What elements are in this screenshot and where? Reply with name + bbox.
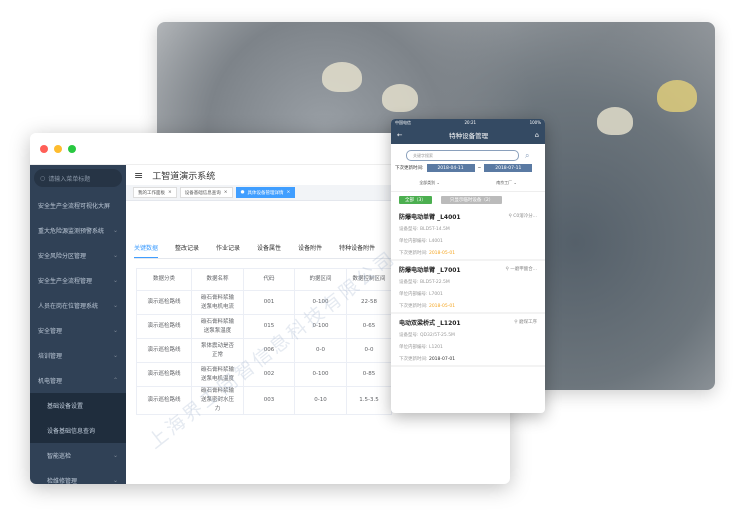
date-from[interactable]: 2018-04-11 [426,164,475,172]
search-icon[interactable]: ⌕ [525,150,530,160]
sidebar: ○ 请输入菜单标题 安全生产全流程可视化大屏 重大危险源监测预警系统 ⌄ 安全风险分区管… [30,165,126,484]
table-cell: 碳石膏料浆输送泵电机温度 [191,362,244,387]
tab-rectification[interactable]: 整改记录 [175,245,200,252]
table-cell: 0-100 [294,314,347,339]
page-title: 工智道演示系统 [152,171,216,182]
table-cell: 003 [243,386,295,415]
search-icon: ○ [40,174,46,182]
mobile-screen: 中国电信 20:21 100% ← 特种设备管理 ⌂ 关键字搜索 ⌕ 下次更新时间: 20… [391,119,545,413]
maximize-dot[interactable] [68,145,76,153]
hamburger-icon[interactable]: ≡ [134,168,144,182]
table-cell: 演示巡检路线 [136,314,192,339]
all-button[interactable]: 全部（3） [399,196,432,204]
column-header: 数据控制区间 [346,268,392,291]
home-icon[interactable]: ⌂ [534,131,539,139]
tab-work-records[interactable]: 作业记录 [216,245,241,252]
sidebar-item[interactable]: 机电管理 ⌃ [38,377,118,385]
sidebar-item[interactable]: 检维修管理 ⌄ [47,477,118,484]
table-cell: 015 [243,314,295,339]
chevron-down-icon: ⌄ [112,327,118,334]
temporary-filter-button[interactable]: 只显示临时设备（2） [440,196,503,204]
sidebar-item[interactable]: 重大危险源监测预警系统 ⌄ [38,227,118,235]
device-card[interactable]: 防爆电动单臂 _L4001 ⚲ C0溶冷分... 设备型号: BLD5T-14.… [391,208,545,261]
tab-attachments[interactable]: 设备附件 [298,245,323,252]
table-cell: 0-0 [346,338,392,363]
table-row: 演示巡检路线 碳石膏料浆输送泵电机电流 001 0-100 22-58 [136,290,392,315]
main-area: ≡ 工智道演示系统 我的工作面板 × 设备基础信息查询 × ● 具体设备管理详情 × 关… [126,165,510,484]
column-header: 的据区间 [294,268,347,291]
column-header: 数据名称 [191,268,244,291]
chevron-down-icon: ⌄ [112,352,118,359]
chevron-down-icon: ⌄ [112,277,118,284]
mobile-search-input[interactable]: 关键字搜索 [406,150,519,161]
table-cell: 泵体震动是否正常 [191,338,244,363]
tab-key-data[interactable]: 关键数据 [134,239,159,258]
table-cell: 0-65 [346,314,392,339]
sidebar-item[interactable]: 设备基础信息查询 [30,418,126,443]
chevron-down-icon: ⌄ [112,452,118,459]
table-cell: 演示巡检路线 [136,290,192,315]
tag-device-detail[interactable]: ● 具体设备管理详情 × [235,187,296,198]
tag-workbench[interactable]: 我的工作面板 × [133,187,177,198]
table-cell: 演示巡检路线 [136,362,192,387]
table-cell: 0-10 [294,386,347,415]
location-pin-icon: ⚲ [508,214,512,219]
table-cell: 22-58 [346,290,392,315]
key-data-table: 数据分类 数据名称 代码 的据区间 数据控制区间 演示巡检路线 碳石膏料浆输送泵电机电流 0… [136,268,392,415]
tab-special-attachments[interactable]: 特种设备附件 [339,245,376,252]
minimize-dot[interactable] [54,145,62,153]
table-cell: 0-100 [294,362,347,387]
factory-filter[interactable]: 南京工厂 ⌄ [496,180,517,185]
close-dot[interactable] [40,145,48,153]
table-cell: 碳石膏料浆输送泵电机电流 [191,290,244,315]
table-cell: 001 [243,290,295,315]
table-cell: 0-85 [346,362,392,387]
location-pin-icon: ⚲ [505,267,509,272]
sidebar-item[interactable]: 安全生产全流程管理 ⌄ [38,277,118,285]
table-row: 演示巡检路线 碳石膏料浆输送泵泵温度 015 0-100 0-65 [136,314,392,339]
sidebar-item[interactable]: 安全管理 ⌄ [38,327,118,335]
chevron-down-icon: ⌄ [112,477,118,484]
back-arrow-icon[interactable]: ← [397,131,403,139]
table-cell: 碳石膏料浆输送泵泵温度 [191,314,244,339]
table-cell: 0-0 [294,338,347,363]
category-filter[interactable]: 全部类别 ⌄ [419,180,440,185]
detail-tabs: 关键数据 整改记录 作业记录 设备属性 设备附件 特种设备附件 [134,239,394,259]
table-row: 演示巡检路线 碳石膏料浆输送泵电机温度 002 0-100 0-85 [136,362,392,387]
chevron-up-icon: ⌃ [112,377,118,384]
table-row: 演示巡检路线 泵体震动是否正常 006 0-0 0-0 [136,338,392,363]
table-cell: 006 [243,338,295,363]
table-cell: 002 [243,362,295,387]
mobile-title: 特种设备管理 [449,132,489,140]
tab-attributes[interactable]: 设备属性 [257,245,282,252]
sidebar-item[interactable]: 基础设备设置 [30,393,126,418]
sidebar-item[interactable]: 培训管理 ⌄ [38,352,118,360]
chevron-down-icon: ⌄ [112,302,118,309]
chevron-down-icon: ⌄ [112,227,118,234]
sidebar-item[interactable]: 安全风险分区管理 ⌄ [38,252,118,260]
menu-search-input[interactable]: ○ 请输入菜单标题 [34,169,122,187]
location-pin-icon: ⚲ [514,320,518,325]
device-card[interactable]: 防爆电动单臂 _L7001 ⚲ 一磨甲酸合... 设备型号: BLD5T-22.… [391,261,545,314]
table-cell: 演示巡检路线 [136,386,192,415]
chevron-down-icon: ⌄ [112,252,118,259]
table-row: 演示巡检路线 碳石膏料浆输送泵密封水压力 003 0-10 1.5-3.5 [136,386,392,415]
sidebar-item[interactable]: 智能巡检 ⌄ [47,452,118,460]
date-to[interactable]: 2018-07-11 [484,164,533,172]
table-cell: 0-100 [294,290,347,315]
status-bar: 中国电信 20:21 100% [395,120,541,125]
device-card[interactable]: 电动双梁桥式 _L1201 ⚲ 磨煤工序 设备型号: QD32/5T-25.5M… [391,314,545,367]
tag-device-query[interactable]: 设备基础信息查询 × [179,187,233,198]
table-cell: 演示巡检路线 [136,338,192,363]
table-cell: 碳石膏料浆输送泵密封水压力 [191,386,244,415]
table-cell: 1.5-3.5 [346,386,392,415]
column-header: 数据分类 [136,268,192,291]
sidebar-item[interactable]: 人员在岗在位管理系统 ⌄ [38,302,118,310]
sidebar-item[interactable]: 安全生产全流程可视化大屏 [38,203,111,210]
column-header: 代码 [243,268,295,291]
